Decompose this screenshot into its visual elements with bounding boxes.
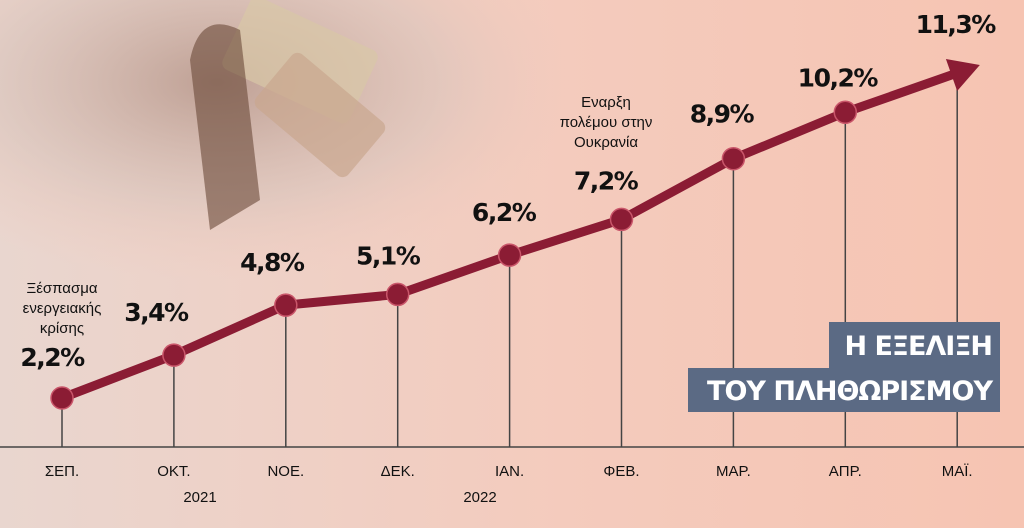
annotation: Ξέσπασμα [26,280,97,297]
point [497,243,522,267]
value-label: 6,2% [472,198,537,227]
year-label: 2021 [183,489,216,506]
value-label: 10,2% [798,63,879,92]
annotation: Ουκρανία [574,134,638,151]
annotation: Εναρξη [581,94,631,111]
annotation: πολέμου στην [560,114,653,131]
point [274,293,298,317]
x-tick-label: ΜΑΪ. [942,463,973,480]
point [50,386,74,410]
title-line: ΤΟΥ ΠΛΗΘΩΡΙΣΜΟΥ [707,376,993,407]
x-tick-label: ΟΚΤ. [157,463,190,480]
value-label: 11,3% [916,10,997,39]
value-label: 7,2% [574,166,639,195]
annotation: κρίσης [40,320,84,337]
title-line: Η ΕΞΕΛΙΞΗ [844,331,992,362]
x-tick-label: ΝΟΕ. [267,463,304,480]
point [385,282,410,307]
arrow-head [945,58,980,92]
banknote [254,52,386,178]
annotation: ενεργειακής [23,300,102,317]
value-label: 2,2% [20,343,85,372]
value-label: 4,8% [240,248,305,277]
x-tick-label: ΔΕΚ. [381,463,415,480]
x-tick-label: ΙΑΝ. [495,463,524,480]
x-tick-label: ΦΕΒ. [603,463,639,480]
point [162,343,186,367]
x-tick-label: ΑΠΡ. [829,463,862,480]
point [721,146,746,171]
value-label: 5,1% [356,241,421,270]
title-box [688,322,1000,412]
x-tick-label: ΜΑΡ. [716,463,751,480]
point [609,207,634,232]
year-label: 2022 [463,489,496,506]
point [833,100,858,125]
x-tick-label: ΣΕΠ. [45,463,79,480]
value-label: 8,9% [690,100,755,129]
wallet [190,24,260,231]
value-label: 3,4% [124,298,189,327]
